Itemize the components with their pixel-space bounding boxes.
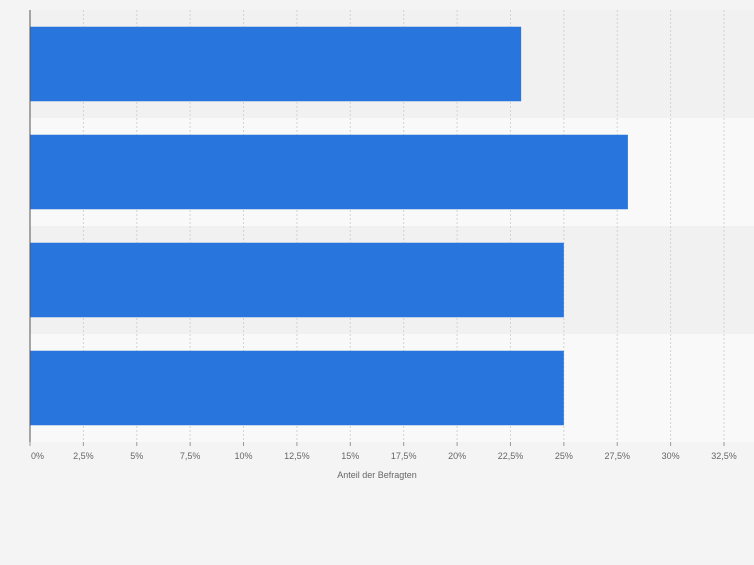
x-tick-label: 27,5%	[604, 451, 630, 461]
bar	[30, 242, 564, 318]
x-tick-label: 30%	[662, 451, 680, 461]
x-tick-label: 7,5%	[180, 451, 201, 461]
x-tick-label: 10%	[235, 451, 253, 461]
x-tick-label: 22,5%	[498, 451, 524, 461]
x-tick-label: 0%	[31, 451, 44, 461]
bar	[30, 26, 522, 102]
x-tick-label: 15%	[341, 451, 359, 461]
x-tick-label: 25%	[555, 451, 573, 461]
x-axis-ticks: 0% 2,5% 5% 7,5% 10% 12,5% 15% 17,5% 20% 22,5% 25% 2…	[29, 442, 737, 461]
bar	[30, 350, 564, 426]
x-tick-label: 32,5%	[711, 451, 737, 461]
x-tick-label: 12,5%	[284, 451, 310, 461]
x-tick-label: 20%	[448, 451, 466, 461]
x-tick-label: 2,5%	[73, 451, 94, 461]
x-tick-label: 5%	[130, 451, 143, 461]
bar	[30, 134, 628, 210]
x-axis-label: Anteil der Befragten	[337, 470, 417, 480]
x-tick-label: 17,5%	[391, 451, 417, 461]
bars	[30, 26, 628, 426]
